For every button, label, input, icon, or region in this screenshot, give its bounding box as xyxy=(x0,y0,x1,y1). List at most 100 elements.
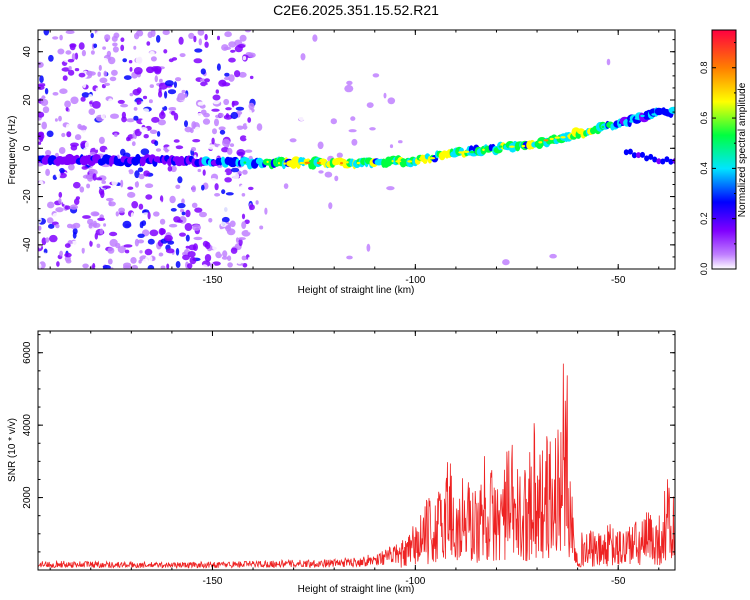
noise-blob xyxy=(58,115,62,122)
noise-blob xyxy=(346,73,353,77)
noise-blob xyxy=(624,254,629,261)
branch-blob xyxy=(623,149,629,156)
noise-blob xyxy=(111,180,118,186)
noise-blob xyxy=(42,106,50,114)
noise-blob xyxy=(248,52,256,58)
noise-blob xyxy=(238,237,246,241)
noise-blob xyxy=(231,180,241,186)
noise-blob xyxy=(147,211,151,220)
noise-blob xyxy=(46,130,54,138)
track-core xyxy=(345,161,349,164)
noise-blob xyxy=(242,56,247,61)
noise-blob xyxy=(191,185,197,193)
noise-blob xyxy=(122,58,127,63)
noise-blob xyxy=(167,240,175,245)
noise-blob xyxy=(138,173,145,180)
noise-blob xyxy=(58,147,66,154)
noise-blob xyxy=(215,89,219,94)
noise-blob xyxy=(323,41,329,46)
noise-blob xyxy=(108,200,112,207)
noise-blob xyxy=(193,243,198,252)
noise-blob xyxy=(334,175,339,182)
noise-blob xyxy=(468,132,477,137)
noise-blob xyxy=(59,167,65,174)
noise-blob xyxy=(97,71,101,77)
noise-blob xyxy=(200,68,206,75)
noise-blob xyxy=(246,122,253,128)
spectrogram-panel: -150 -100 -50 -40 -20 0 20 40 Height of straigh… xyxy=(7,29,676,296)
noise-blob xyxy=(295,248,303,253)
noise-blob xyxy=(40,98,49,106)
noise-blob xyxy=(313,183,317,188)
noise-blob xyxy=(207,144,216,150)
noise-blob xyxy=(282,138,289,143)
noise-blob xyxy=(149,129,158,134)
noise-blob xyxy=(124,249,130,254)
noise-blob xyxy=(245,135,252,140)
colorbar-tick-label: 0.2 xyxy=(699,212,709,225)
noise-blob xyxy=(223,76,231,81)
branch-blob xyxy=(640,151,645,158)
noise-blob xyxy=(197,30,205,36)
noise-blob xyxy=(38,174,46,181)
noise-blob xyxy=(82,215,91,219)
noise-blob xyxy=(111,35,118,42)
noise-blob xyxy=(204,47,211,51)
noise-blob xyxy=(304,254,313,258)
noise-blob xyxy=(166,263,170,269)
noise-blob xyxy=(133,115,139,121)
noise-blob xyxy=(167,39,174,47)
noise-blob xyxy=(142,95,148,100)
noise-blob xyxy=(97,217,105,221)
noise-blob xyxy=(87,71,96,76)
noise-blob xyxy=(117,99,125,104)
noise-blob xyxy=(115,225,120,234)
noise-blob xyxy=(224,72,230,77)
noise-blob xyxy=(158,200,163,209)
noise-blob xyxy=(164,91,168,99)
noise-blob xyxy=(74,52,79,60)
track-core xyxy=(469,150,475,154)
noise-blob xyxy=(185,209,191,218)
snr-ytick-label: 2000 xyxy=(22,486,33,509)
noise-blob xyxy=(81,135,90,140)
noise-blob xyxy=(50,136,59,143)
branch-blob xyxy=(664,156,670,163)
noise-blob xyxy=(152,250,159,257)
noise-blob xyxy=(61,67,71,72)
track-core xyxy=(278,162,280,165)
noise-blob xyxy=(38,111,45,118)
noise-blob xyxy=(96,243,101,248)
spectrogram-ytick-label: -40 xyxy=(22,237,33,252)
noise-blob xyxy=(88,223,93,229)
noise-blob xyxy=(479,65,487,72)
noise-blob xyxy=(184,197,193,202)
noise-blob xyxy=(216,196,224,200)
noise-blob xyxy=(202,240,209,247)
noise-blob xyxy=(151,116,160,123)
noise-blob xyxy=(135,56,145,65)
noise-blob xyxy=(549,253,557,259)
noise-blob xyxy=(180,33,189,39)
noise-blob xyxy=(128,60,133,64)
noise-blob xyxy=(207,97,214,105)
noise-blob xyxy=(167,119,174,127)
noise-blob xyxy=(187,181,192,188)
noise-blob xyxy=(129,178,138,183)
noise-blob xyxy=(87,207,96,212)
noise-blob xyxy=(244,30,252,33)
noise-blob xyxy=(102,185,111,189)
noise-blob xyxy=(368,111,373,117)
branch-blob xyxy=(672,158,675,164)
snr-xtick-label: -50 xyxy=(611,576,626,587)
noise-blob xyxy=(221,171,227,175)
noise-blob xyxy=(64,252,72,258)
colorbar-tick-label: 0.8 xyxy=(699,61,709,74)
noise-blob xyxy=(628,178,632,186)
noise-blob xyxy=(233,265,238,269)
noise-blob xyxy=(74,68,80,72)
noise-blob xyxy=(224,37,233,42)
noise-blob xyxy=(159,131,166,136)
noise-blob xyxy=(139,250,143,254)
noise-blob xyxy=(202,169,206,176)
